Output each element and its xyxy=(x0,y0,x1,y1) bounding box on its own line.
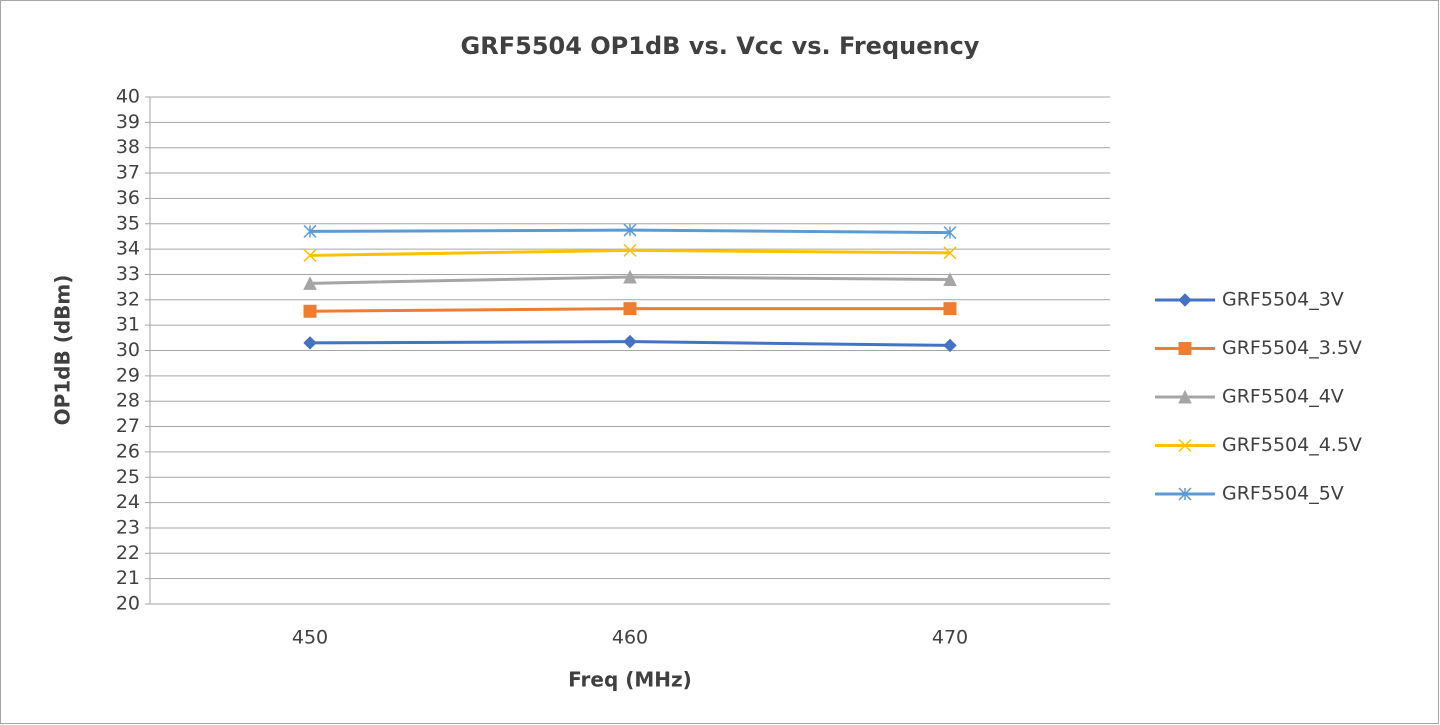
y-tick-label: 39 xyxy=(116,111,140,133)
y-tick-label: 24 xyxy=(116,491,140,513)
legend-marker xyxy=(1178,487,1192,501)
legend-marker xyxy=(1178,342,1192,355)
legend-label: GRF5504_4V xyxy=(1222,386,1344,408)
y-tick-label: 32 xyxy=(116,288,140,310)
marker xyxy=(623,269,637,284)
y-tick-label: 25 xyxy=(116,466,140,488)
y-tick-label: 22 xyxy=(116,542,140,564)
legend-label: GRF5504_4.5V xyxy=(1222,434,1362,456)
y-tick-label: 26 xyxy=(116,440,140,462)
y-tick-label: 34 xyxy=(116,238,140,260)
marker xyxy=(943,246,957,260)
legend-marker xyxy=(1178,293,1192,307)
marker xyxy=(623,223,637,237)
legend-label: GRF5504_3V xyxy=(1222,289,1344,311)
legend-label: GRF5504_5V xyxy=(1222,483,1344,505)
chart-title: GRF5504 OP1dB vs. Vcc vs. Frequency xyxy=(461,32,980,60)
x-tick-label: 470 xyxy=(932,627,968,649)
y-tick-label: 21 xyxy=(116,567,140,589)
marker xyxy=(623,302,637,316)
marker xyxy=(623,243,637,257)
y-tick-label: 37 xyxy=(116,162,140,184)
marker xyxy=(303,336,317,350)
x-axis-label: Freq (MHz) xyxy=(568,668,692,692)
y-tick-label: 35 xyxy=(116,212,140,234)
y-tick-label: 30 xyxy=(116,339,140,361)
y-tick-label: 23 xyxy=(116,516,140,538)
legend-marker xyxy=(1178,438,1192,453)
y-axis-label: OP1dB (dBm) xyxy=(51,275,75,426)
marker xyxy=(943,272,957,287)
marker xyxy=(943,338,957,353)
marker xyxy=(303,304,317,318)
y-tick-label: 33 xyxy=(116,263,140,285)
y-tick-label: 29 xyxy=(116,364,140,386)
y-tick-label: 27 xyxy=(116,415,140,437)
legend-marker xyxy=(1178,389,1192,404)
marker xyxy=(943,302,957,316)
marker xyxy=(303,276,317,290)
y-tick-label: 36 xyxy=(116,187,140,209)
legend-label: GRF5504_3.5V xyxy=(1222,337,1362,359)
y-tick-label: 28 xyxy=(116,390,140,412)
marker xyxy=(303,224,317,238)
y-tick-label: 20 xyxy=(116,593,140,615)
y-tick-label: 40 xyxy=(116,86,140,108)
x-tick-label: 450 xyxy=(292,627,328,649)
x-tick-label: 460 xyxy=(612,627,648,649)
y-tick-label: 38 xyxy=(116,136,140,158)
marker xyxy=(943,226,957,240)
y-tick-label: 31 xyxy=(116,314,140,336)
marker xyxy=(623,334,637,349)
marker xyxy=(303,248,317,262)
